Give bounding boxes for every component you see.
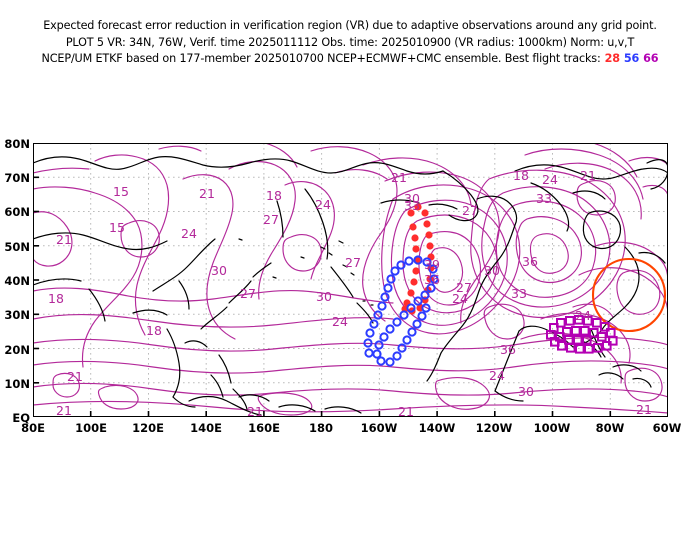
- svg-text:21: 21: [67, 369, 83, 384]
- svg-text:18: 18: [146, 323, 162, 338]
- x-tick-label-180: 180: [308, 421, 333, 435]
- svg-text:30: 30: [484, 263, 500, 278]
- svg-text:24: 24: [452, 291, 468, 306]
- svg-text:27: 27: [263, 212, 279, 227]
- flight-track-28: [401, 203, 435, 315]
- x-tick-label-60W: 60W: [652, 421, 682, 435]
- svg-text:21: 21: [391, 170, 407, 185]
- svg-text:24: 24: [332, 314, 348, 329]
- svg-text:24: 24: [315, 197, 331, 212]
- x-tick-label-100W: 100W: [533, 421, 571, 435]
- y-tick-label-60N: 60N: [4, 205, 30, 219]
- x-tick-label-160W: 160W: [360, 421, 398, 435]
- svg-text:21: 21: [199, 186, 215, 201]
- svg-text:30: 30: [404, 191, 420, 206]
- x-tick-label-100E: 100E: [75, 421, 107, 435]
- x-tick-label-120W: 120W: [475, 421, 513, 435]
- svg-text:36: 36: [522, 254, 538, 269]
- contour-map-plot: 15 15 21 18 21 18 21 24 30 27 27 18 24 2…: [33, 143, 668, 417]
- x-tick-label-160E: 160E: [248, 421, 280, 435]
- axis-ticks: [33, 176, 612, 417]
- svg-text:27: 27: [345, 255, 361, 270]
- svg-text:39: 39: [424, 257, 440, 272]
- svg-text:21: 21: [398, 404, 414, 417]
- header-line-3-prefix: NCEP/UM ETKF based on 177-member 2025010…: [41, 52, 601, 65]
- y-tick-label-20N: 20N: [4, 343, 30, 357]
- svg-text:21: 21: [56, 232, 72, 247]
- svg-text:30: 30: [211, 263, 227, 278]
- y-tick-label-30N: 30N: [4, 308, 30, 322]
- svg-text:21: 21: [636, 402, 652, 417]
- svg-text:27: 27: [456, 280, 472, 295]
- svg-text:33: 33: [404, 198, 420, 213]
- svg-text:24: 24: [575, 308, 591, 323]
- y-tick-label-70N: 70N: [4, 171, 30, 185]
- y-tick-label-80N: 80N: [4, 137, 30, 151]
- svg-text:24: 24: [489, 368, 505, 383]
- svg-text:36: 36: [500, 342, 516, 357]
- svg-text:36: 36: [424, 272, 440, 287]
- svg-text:24: 24: [181, 226, 197, 241]
- x-tick-label-140E: 140E: [190, 421, 222, 435]
- flight-track-56: [363, 255, 439, 367]
- flight-track-label-28: 28: [604, 52, 620, 65]
- svg-text:33: 33: [536, 191, 552, 206]
- x-tick-label-80W: 80W: [595, 421, 625, 435]
- svg-text:27: 27: [240, 286, 256, 301]
- flight-track-66: [546, 315, 618, 354]
- svg-text:21: 21: [580, 168, 596, 183]
- x-tick-label-140W: 140W: [418, 421, 456, 435]
- contour-labels: 15 15 21 18 21 18 21 24 30 27 27 18 24 2…: [48, 168, 652, 417]
- header-line-2: PLOT 5 VR: 34N, 76W, Verif. time 2025011…: [65, 35, 635, 49]
- x-tick-label-120E: 120E: [132, 421, 164, 435]
- svg-text:15: 15: [109, 220, 125, 235]
- y-tick-label-EQ: EQ: [12, 411, 30, 425]
- y-tick-label-50N: 50N: [4, 240, 30, 254]
- x-tick-label-80E: 80E: [21, 421, 45, 435]
- y-tick-label-10N: 10N: [4, 377, 30, 391]
- svg-text:18: 18: [513, 168, 529, 183]
- svg-text:18: 18: [266, 188, 282, 203]
- header-line-3: NCEP/UM ETKF based on 177-member 2025010…: [0, 51, 700, 68]
- svg-text:30: 30: [518, 384, 534, 399]
- svg-text:27: 27: [462, 203, 478, 218]
- chart-header: Expected forecast error reduction in ver…: [0, 18, 700, 68]
- svg-text:15: 15: [113, 184, 129, 199]
- svg-text:24: 24: [542, 172, 558, 187]
- svg-text:30: 30: [316, 289, 332, 304]
- y-tick-label-40N: 40N: [4, 274, 30, 288]
- verification-region-circle: [591, 257, 667, 333]
- svg-text:21: 21: [56, 403, 72, 417]
- flight-track-label-66: 66: [643, 52, 659, 65]
- svg-text:33: 33: [511, 286, 527, 301]
- svg-text:21: 21: [247, 404, 263, 417]
- flight-track-label-56: 56: [623, 52, 640, 65]
- svg-text:18: 18: [48, 291, 64, 306]
- header-line-1: Expected forecast error reduction in ver…: [43, 19, 657, 32]
